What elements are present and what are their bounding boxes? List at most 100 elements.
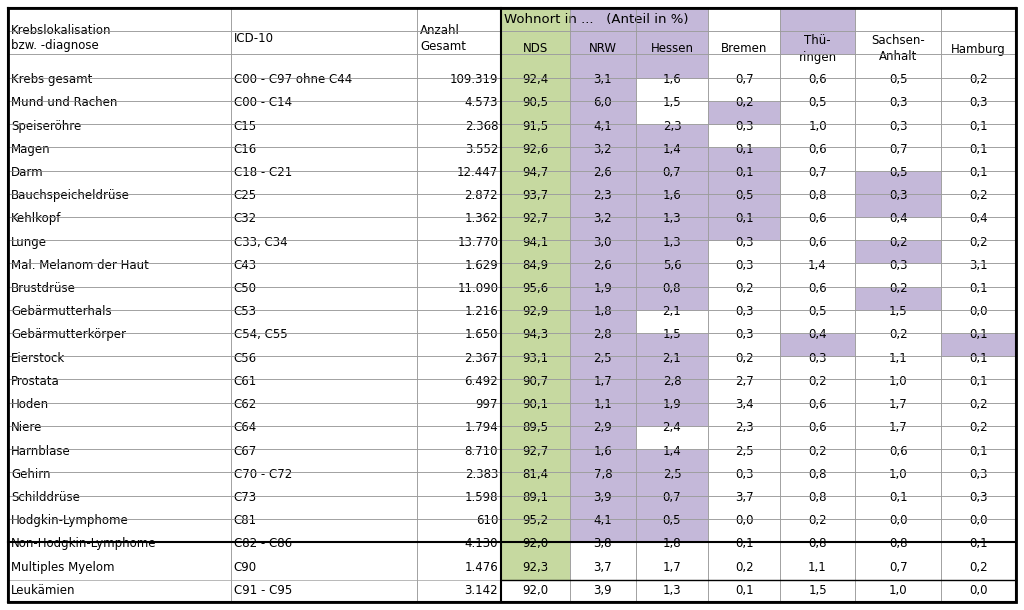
Bar <box>708 194 780 217</box>
Text: 1,7: 1,7 <box>889 398 907 411</box>
Bar <box>417 518 501 542</box>
Text: Sachsen-
Anhalt: Sachsen- Anhalt <box>871 35 925 63</box>
Text: 1,6: 1,6 <box>663 189 681 202</box>
Text: 92,9: 92,9 <box>522 305 549 318</box>
Bar <box>636 217 708 240</box>
Text: 0,1: 0,1 <box>970 445 988 458</box>
Text: 94,7: 94,7 <box>522 166 549 179</box>
Bar <box>855 264 941 287</box>
Text: Niere: Niere <box>11 422 42 434</box>
Text: Brustdrüse: Brustdrüse <box>11 282 76 295</box>
Text: 0,3: 0,3 <box>970 468 988 481</box>
Text: 92,4: 92,4 <box>522 73 549 86</box>
Text: 0,8: 0,8 <box>889 537 907 550</box>
Text: 0,7: 0,7 <box>889 143 907 156</box>
Text: 1,0: 1,0 <box>889 584 907 597</box>
Bar <box>417 449 501 472</box>
Bar <box>230 356 417 379</box>
Bar <box>780 240 855 264</box>
Bar <box>941 101 1016 124</box>
Bar <box>941 580 1016 602</box>
Bar <box>780 124 855 147</box>
Bar <box>855 379 941 403</box>
Text: 3,9: 3,9 <box>594 491 612 504</box>
Text: 6,0: 6,0 <box>594 96 612 109</box>
Bar <box>417 101 501 124</box>
Bar <box>708 310 780 333</box>
Bar <box>501 77 569 101</box>
Text: Bremen: Bremen <box>721 43 767 56</box>
Bar <box>708 379 780 403</box>
Text: 0,8: 0,8 <box>808 468 826 481</box>
Bar <box>8 240 230 264</box>
Bar <box>941 310 1016 333</box>
Bar <box>855 54 941 77</box>
Text: 4.130: 4.130 <box>465 537 498 550</box>
Text: 3,7: 3,7 <box>594 561 612 573</box>
Text: 0,1: 0,1 <box>735 212 754 226</box>
Bar <box>230 379 417 403</box>
Text: 0,2: 0,2 <box>889 235 907 249</box>
Bar <box>636 518 708 542</box>
Bar <box>8 356 230 379</box>
Bar <box>636 147 708 171</box>
Text: C25: C25 <box>233 189 257 202</box>
Bar <box>417 54 501 77</box>
Text: 89,1: 89,1 <box>522 491 549 504</box>
Text: 0,5: 0,5 <box>808 305 826 318</box>
Text: 0,6: 0,6 <box>808 235 826 249</box>
Text: 90,1: 90,1 <box>522 398 549 411</box>
Bar <box>8 287 230 310</box>
Bar <box>941 31 1016 54</box>
Bar <box>501 542 569 580</box>
Bar <box>230 171 417 194</box>
Bar <box>941 449 1016 472</box>
Text: 1,5: 1,5 <box>889 305 907 318</box>
Text: 91,5: 91,5 <box>522 120 549 132</box>
Text: Thü-
ringen: Thü- ringen <box>799 35 837 63</box>
Bar <box>230 147 417 171</box>
Text: 610: 610 <box>476 514 498 527</box>
Bar <box>417 77 501 101</box>
Bar <box>636 77 708 101</box>
Text: 1,3: 1,3 <box>663 235 681 249</box>
Text: C67: C67 <box>233 445 257 458</box>
Text: 0,1: 0,1 <box>735 143 754 156</box>
Bar <box>417 333 501 356</box>
Bar <box>569 449 636 472</box>
Bar <box>941 426 1016 449</box>
Bar <box>417 403 501 426</box>
Text: 0,2: 0,2 <box>735 282 754 295</box>
Text: 2,6: 2,6 <box>594 259 612 272</box>
Text: 0,6: 0,6 <box>808 398 826 411</box>
Text: 0,0: 0,0 <box>970 514 988 527</box>
Bar <box>636 264 708 287</box>
Text: 0,2: 0,2 <box>970 235 988 249</box>
Bar <box>636 403 708 426</box>
Bar <box>855 310 941 333</box>
Bar <box>569 310 636 333</box>
Bar <box>855 542 941 580</box>
Bar <box>780 495 855 518</box>
Text: 2,3: 2,3 <box>594 189 612 202</box>
Text: 2,7: 2,7 <box>735 375 754 388</box>
Bar <box>230 472 417 495</box>
Text: 92,7: 92,7 <box>522 445 549 458</box>
Bar <box>501 518 569 542</box>
Bar <box>941 495 1016 518</box>
Bar <box>636 8 708 31</box>
Text: Prostata: Prostata <box>11 375 59 388</box>
Bar <box>636 31 708 54</box>
Text: Non-Hodgkin-Lymphome: Non-Hodgkin-Lymphome <box>11 537 157 550</box>
Bar <box>569 217 636 240</box>
Text: 0,5: 0,5 <box>889 166 907 179</box>
Bar <box>501 194 569 217</box>
Text: 11.090: 11.090 <box>457 282 498 295</box>
Bar <box>501 264 569 287</box>
Text: 0,3: 0,3 <box>735 235 754 249</box>
Bar <box>855 240 941 264</box>
Bar <box>8 54 230 77</box>
Text: 1,6: 1,6 <box>663 73 681 86</box>
Text: 92,3: 92,3 <box>522 561 549 573</box>
Bar <box>708 287 780 310</box>
